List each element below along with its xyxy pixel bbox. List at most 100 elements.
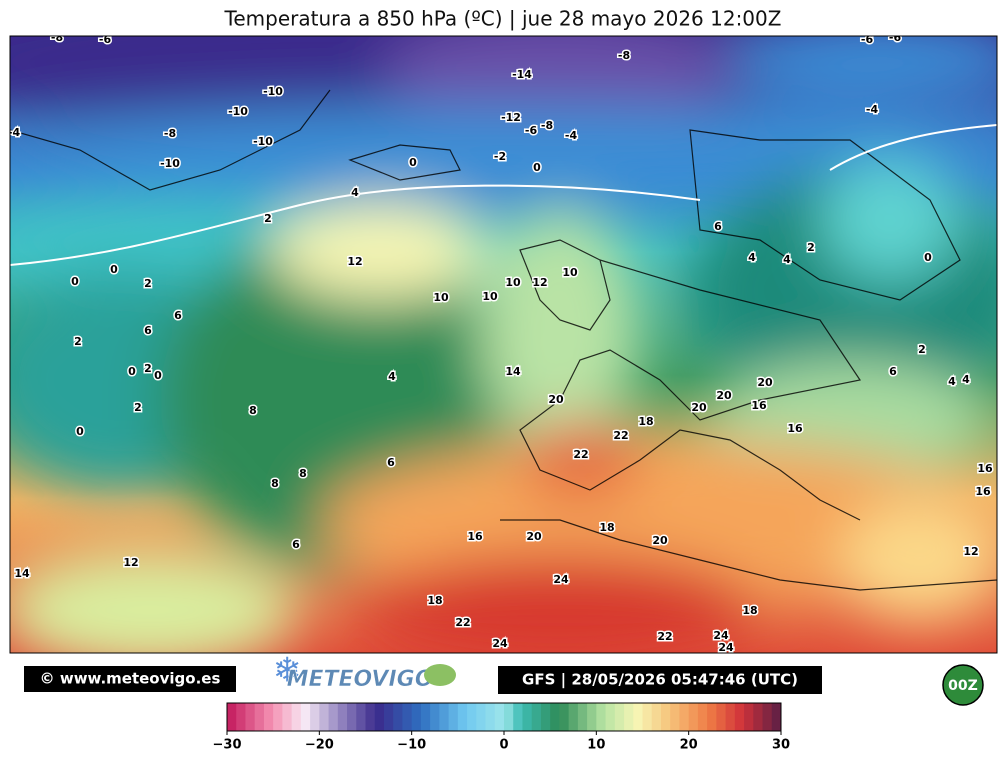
logo: METEOVIGO (287, 667, 434, 692)
contour-label: 0 (154, 369, 162, 382)
contour-label: 18 (638, 415, 653, 428)
colorbar-segment (411, 703, 422, 731)
contour-label: 24 (718, 641, 734, 654)
contour-label: -4 (565, 129, 578, 142)
contour-label: -12 (501, 111, 521, 124)
contour-label: 2 (144, 277, 152, 290)
contour-label: 20 (526, 530, 542, 543)
contour-label: 22 (657, 630, 672, 643)
map-frame (9, 35, 998, 654)
colorbar-segment (291, 703, 302, 731)
contour-label: 6 (387, 456, 395, 469)
contour-label: 16 (751, 399, 767, 412)
colorbar-segment (679, 703, 690, 731)
contour-label: 0 (533, 161, 541, 174)
colorbar-segment (660, 703, 671, 731)
colorbar-segment (614, 703, 625, 731)
colorbar-tick-label: 30 (772, 738, 790, 753)
colorbar-segment (393, 703, 403, 731)
contour-label: 20 (548, 393, 564, 406)
colorbar-segment (254, 703, 265, 731)
contour-label: 12 (532, 276, 547, 289)
contour-label: 16 (975, 485, 991, 498)
colorbar-segment (337, 703, 348, 731)
temperature-area (520, 420, 640, 500)
colorbar-segment (467, 703, 477, 731)
colorbar-segment (374, 703, 385, 731)
colorbar-segment (347, 703, 357, 731)
contour-label: 8 (299, 467, 307, 480)
colorbar-segment (282, 703, 293, 731)
colorbar-segment (540, 703, 551, 731)
contour-label: 2 (144, 362, 152, 375)
colorbar-segment (633, 703, 643, 731)
colorbar-tick-label: −30 (213, 738, 242, 753)
colorbar-tick-label: −20 (305, 738, 334, 753)
contour-label: -10 (228, 105, 248, 118)
contour-label: 2 (807, 241, 815, 254)
contour-label: 18 (427, 594, 442, 607)
run-badge: 00Z (948, 678, 978, 694)
colorbar-segment (559, 703, 570, 731)
colorbar-segment (236, 703, 246, 731)
contour-label: 4 (748, 251, 756, 264)
contour-label: -8 (164, 127, 176, 140)
contour-label: -4 (8, 126, 21, 139)
contour-label: 8 (271, 477, 279, 490)
contour-label: 22 (455, 616, 470, 629)
contour-label: 18 (742, 604, 757, 617)
colorbar-segment (624, 703, 634, 731)
colorbar-segment (522, 703, 533, 731)
colorbar-segment (697, 703, 708, 731)
colorbar-segment (476, 703, 487, 731)
contour-label: 12 (123, 556, 138, 569)
contour-label: 6 (174, 309, 182, 322)
contour-label: -6 (861, 33, 874, 46)
run-badge-circle (942, 664, 984, 706)
contour-label: 16 (467, 530, 483, 543)
colorbar-segment (642, 703, 653, 731)
contour-label: -10 (253, 135, 273, 148)
contour-label: 0 (71, 275, 79, 288)
colorbar-segment (753, 703, 764, 731)
colorbar-segment (670, 703, 680, 731)
contour-label: 12 (963, 545, 978, 558)
colorbar-segment (531, 703, 542, 731)
contour-label: 20 (691, 401, 707, 414)
contour-label: 4 (351, 186, 359, 199)
contour-label: 2 (264, 212, 272, 225)
map-title: Temperatura a 850 hPa (ºC) | jue 28 mayo… (224, 7, 782, 31)
colorbar-segment (365, 703, 376, 731)
contour-label: 6 (292, 538, 300, 551)
contour-label: -14 (512, 68, 532, 81)
contour-label: 6 (714, 220, 722, 233)
contour-label: 4 (388, 370, 396, 383)
colorbar-segment (383, 703, 394, 731)
colorbar-segment (273, 703, 283, 731)
colorbar-segment (725, 703, 736, 731)
contour-label: 16 (787, 422, 803, 435)
run-info-box (498, 666, 822, 694)
colorbar-segment (568, 703, 579, 731)
colorbar-segment (707, 703, 717, 731)
colorbar-segment (457, 703, 468, 731)
colorbar-segment (734, 703, 745, 731)
contour-label: 22 (613, 429, 628, 442)
temperature-area (480, 210, 640, 450)
contour-label: 4 (962, 373, 970, 386)
colorbar-tick-label: 0 (499, 738, 508, 753)
contour-label: 16 (977, 462, 993, 475)
contour-label: 4 (783, 253, 791, 266)
contour-label: 10 (562, 266, 578, 279)
contour-label: 22 (573, 448, 588, 461)
contour-label: 20 (652, 534, 668, 547)
colorbar-segment (439, 703, 450, 731)
contour-label: -10 (160, 157, 180, 170)
colorbar-segment (448, 703, 459, 731)
contour-label: 24 (553, 573, 569, 586)
colorbar-segment (504, 703, 514, 731)
colorbar-segment (263, 703, 274, 731)
contour-label: -6 (889, 31, 902, 44)
contour-label: -6 (99, 33, 112, 46)
